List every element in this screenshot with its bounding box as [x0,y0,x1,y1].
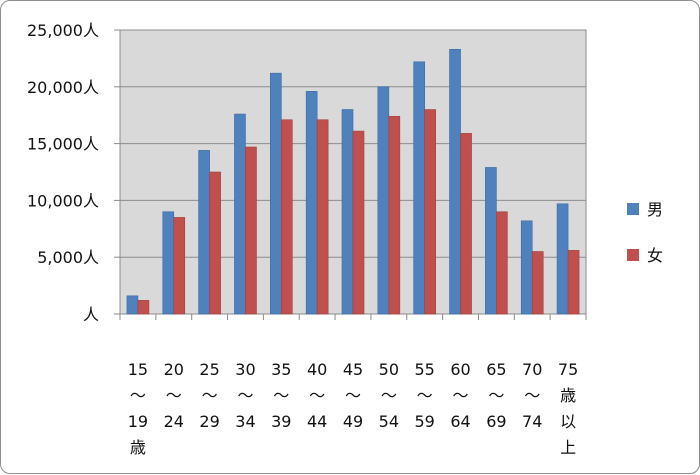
x-category-label: 〜 [166,386,182,405]
legend-swatch-female [627,249,639,261]
x-category-label: 44 [307,412,327,431]
x-category-label: 74 [522,412,542,431]
x-category-label: 49 [343,412,363,431]
bar-female-11 [531,251,544,315]
bar-female-5 [316,119,329,315]
y-axis: 人 5,000人 10,000人 15,000人 20,000人 25,000人 [27,21,120,324]
x-category-label: 上 [560,438,576,457]
legend-label-male: 男 [647,200,663,219]
x-category-label: 〜 [488,386,504,405]
bar-female-6 [352,130,365,315]
bar-male-11 [520,220,533,315]
bar-female-9 [460,133,472,315]
y-tick-label: 10,000人 [27,191,99,210]
x-category-label: 〜 [524,386,540,405]
x-category-label: 55 [415,360,435,379]
x-category-label: 〜 [453,386,469,405]
x-category-label: 〜 [130,386,146,405]
bar-male-7 [377,86,390,315]
x-category-label: 〜 [237,386,253,405]
x-category-label: 70 [522,360,542,379]
bar-male-0 [126,295,139,315]
bar-female-7 [388,116,401,315]
x-category-label: 25 [199,360,219,379]
x-category-label: 39 [271,412,291,431]
bar-male-2 [198,150,210,315]
x-category-label: 54 [379,412,399,431]
x-category-label: 40 [307,360,327,379]
x-category-label: 〜 [202,386,218,405]
x-category-label: 35 [271,360,291,379]
bar-female-8 [424,109,436,315]
y-tick-label: 20,000人 [27,78,99,97]
y-tick-label: 25,000人 [27,21,99,40]
bar-male-4 [270,72,282,315]
x-category-label: 20 [164,360,184,379]
bar-male-9 [449,49,461,315]
bar-male-8 [413,61,425,315]
x-category-label: 19 [128,412,148,431]
x-category-label: 64 [450,412,470,431]
y-tick-label: 人 [83,305,99,324]
y-tick-label: 15,000人 [27,135,99,154]
x-category-label: 〜 [381,386,397,405]
y-tick-label: 5,000人 [37,248,99,267]
x-category-label: 〜 [309,386,325,405]
x-category-label: 75 [558,360,578,379]
x-category-label: 65 [486,360,506,379]
bar-female-3 [245,146,257,315]
x-category-label: 34 [235,412,255,431]
bar-female-10 [496,211,508,315]
x-category-label: 歳 [130,438,146,457]
bar-female-12 [567,250,580,315]
bar-female-4 [281,119,293,315]
x-category-label: 30 [235,360,255,379]
x-category-label: 45 [343,360,363,379]
legend-label-female: 女 [647,246,663,265]
x-category-label: 24 [164,412,184,431]
legend: 男女 [627,200,663,265]
gridlines [120,29,586,315]
x-category-label: 〜 [417,386,433,405]
x-axis: 15 〜 19 歳 20 〜 24 25 〜 29 30 〜 34 35 〜 39 40 〜 44 45 〜 49 50 〜 5… [119,314,587,457]
x-category-label: 60 [450,360,470,379]
bar-male-5 [305,91,318,315]
x-category-label: 59 [415,412,435,431]
bar-male-1 [162,211,175,315]
bar-female-1 [173,217,186,315]
legend-swatch-male [627,203,639,215]
x-category-label: 69 [486,412,506,431]
x-category-label: 15 [128,360,148,379]
bar-male-3 [234,113,246,315]
x-category-label: 50 [379,360,399,379]
bar-male-6 [341,109,354,315]
x-category-label: 29 [199,412,219,431]
bar-male-12 [556,203,569,315]
x-category-label: 〜 [273,386,289,405]
bars [126,49,580,315]
x-category-label: 歳 [560,386,576,405]
x-category-label: 〜 [345,386,361,405]
x-category-label: 以 [560,412,576,431]
bar-female-2 [209,171,221,315]
bar-female-0 [137,300,150,315]
bar-male-10 [485,167,497,315]
